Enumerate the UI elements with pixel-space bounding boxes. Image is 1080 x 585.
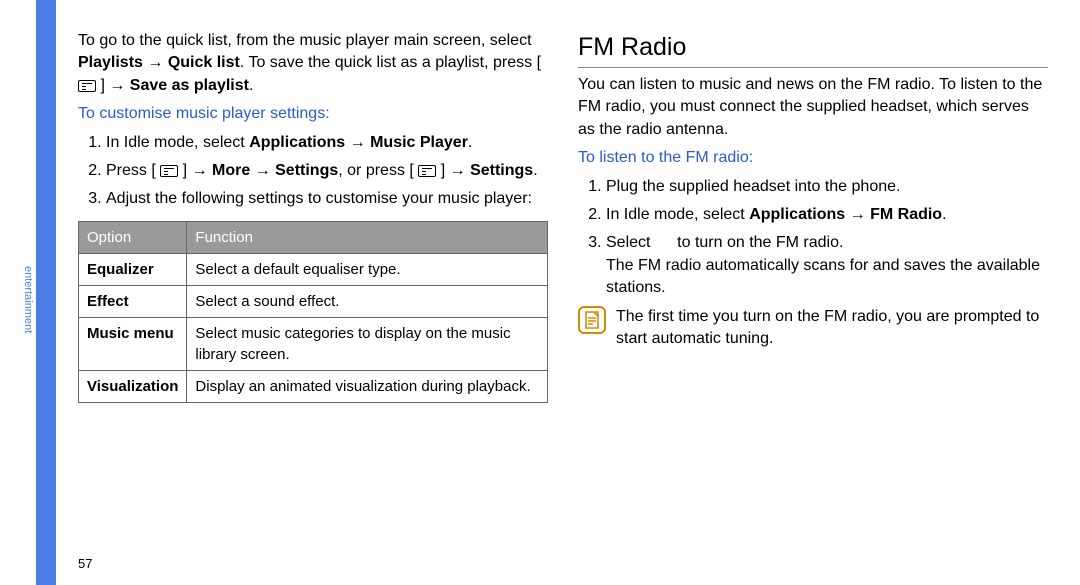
text: .: [533, 162, 537, 179]
text: To go to the quick list, from the music …: [78, 32, 532, 49]
step-item: In Idle mode, select Applications → FM R…: [606, 204, 1048, 226]
bold-text: More → Settings: [212, 162, 338, 179]
bold-text: Settings: [470, 162, 533, 179]
menu-key-icon: [160, 165, 178, 177]
text: In Idle mode, select: [106, 134, 249, 151]
text: Select: [606, 234, 655, 251]
table-cell: Effect: [79, 285, 187, 317]
text: Press [: [106, 162, 160, 179]
table-cell: Select music categories to display on th…: [187, 317, 548, 370]
subheading: To customise music player settings:: [78, 103, 548, 125]
table-row: Music menu Select music categories to di…: [79, 317, 548, 370]
note-text: The first time you turn on the FM radio,…: [616, 306, 1048, 351]
table-header: Function: [187, 221, 548, 253]
text: ] →: [178, 162, 212, 179]
text: to turn on the FM radio.: [673, 234, 844, 251]
menu-key-icon: [78, 80, 96, 92]
text: ] →: [436, 162, 470, 179]
right-column: FM Radio You can listen to music and new…: [578, 30, 1048, 570]
step-item: Select to turn on the FM radio. The FM r…: [606, 232, 1048, 299]
bold-text: Playlists → Quick list: [78, 54, 240, 71]
table-cell: Visualization: [79, 370, 187, 402]
table-row: Visualization Display an animated visual…: [79, 370, 548, 402]
text: In Idle mode, select: [606, 206, 749, 223]
table-header-row: Option Function: [79, 221, 548, 253]
text: .: [249, 77, 253, 94]
table-cell: Display an animated visualization during…: [187, 370, 548, 402]
menu-key-icon: [418, 165, 436, 177]
text: , or press [: [338, 162, 418, 179]
table-row: Equalizer Select a default equaliser typ…: [79, 253, 548, 285]
text: .: [942, 206, 946, 223]
page-content: To go to the quick list, from the music …: [78, 30, 1048, 570]
intro-paragraph: You can listen to music and news on the …: [578, 74, 1048, 141]
table-cell: Select a default equaliser type.: [187, 253, 548, 285]
bold-text: Visualization: [87, 378, 178, 395]
text: . To save the quick list as a playlist, …: [240, 54, 541, 71]
note-icon: [578, 306, 606, 334]
left-column: To go to the quick list, from the music …: [78, 30, 548, 570]
intro-paragraph: To go to the quick list, from the music …: [78, 30, 548, 97]
note: The first time you turn on the FM radio,…: [578, 306, 1048, 351]
table-cell: Equalizer: [79, 253, 187, 285]
table-header: Option: [79, 221, 187, 253]
step-item: Plug the supplied headset into the phone…: [606, 176, 1048, 198]
bold-text: Music menu: [87, 325, 174, 342]
table-cell: Select a sound effect.: [187, 285, 548, 317]
steps-list: In Idle mode, select Applications → Musi…: [78, 132, 548, 211]
step-item: Press [ ] → More → Settings, or press [ …: [106, 160, 548, 182]
text: .: [468, 134, 472, 151]
section-title: FM Radio: [578, 30, 1048, 65]
section-label: entertainment: [0, 240, 34, 360]
bold-text: Applications → Music Player: [249, 134, 468, 151]
table-cell: Music menu: [79, 317, 187, 370]
step-subtext: The FM radio automatically scans for and…: [606, 255, 1048, 300]
subheading: To listen to the FM radio:: [578, 147, 1048, 169]
table-row: Effect Select a sound effect.: [79, 285, 548, 317]
step-item: In Idle mode, select Applications → Musi…: [106, 132, 548, 154]
bold-text: Applications → FM Radio: [749, 206, 942, 223]
text: ] →: [96, 77, 130, 94]
step-item: Adjust the following settings to customi…: [106, 188, 548, 210]
bold-text: Effect: [87, 293, 129, 310]
page-number: 57: [78, 556, 92, 571]
title-rule: [578, 67, 1048, 68]
settings-table: Option Function Equalizer Select a defau…: [78, 221, 548, 403]
side-accent-bar: [36, 0, 56, 585]
bold-text: Equalizer: [87, 261, 154, 278]
steps-list: Plug the supplied headset into the phone…: [578, 176, 1048, 300]
bold-text: Save as playlist: [130, 77, 249, 94]
